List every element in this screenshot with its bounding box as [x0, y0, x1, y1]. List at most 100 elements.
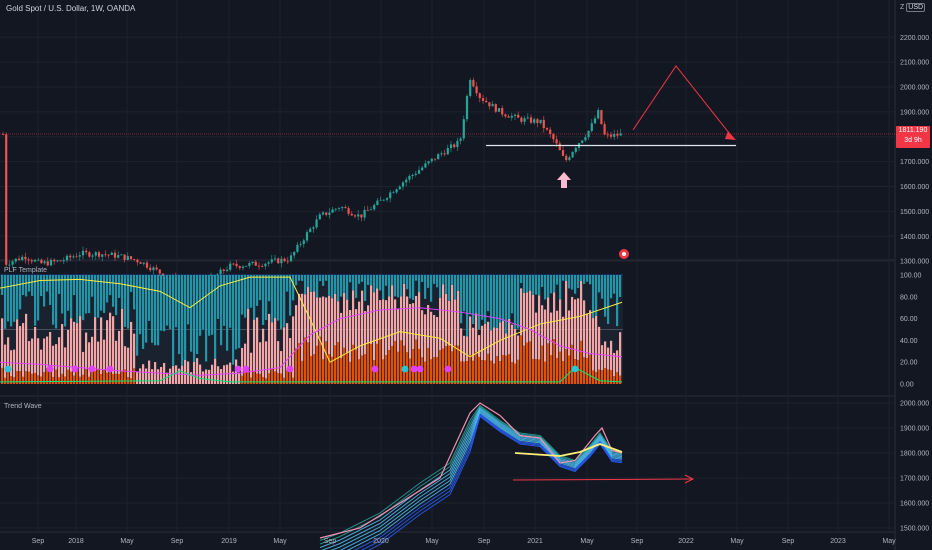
plf-bar-teal: [259, 275, 262, 301]
candle-body: [584, 137, 587, 141]
plf-bar-teal: [448, 275, 451, 301]
plf-bar-teal: [571, 275, 574, 290]
plf-signal-dot: [4, 365, 12, 373]
x-tick-label: May: [273, 538, 287, 545]
plf-bar-orange: [400, 340, 403, 384]
plf-bar-orange: [250, 377, 253, 384]
candle-body: [513, 114, 517, 116]
plf-bar-teal: [34, 275, 37, 326]
plf-bar-pink: [184, 360, 187, 384]
plf-bar-pink: [202, 371, 205, 384]
plf-bar-teal: [592, 275, 595, 319]
plf-bar-orange: [403, 345, 406, 384]
candle-body: [53, 259, 56, 262]
candle-body: [72, 256, 75, 258]
plf-bar-pink: [421, 310, 424, 358]
plf-bar-orange: [460, 361, 463, 384]
plf-bar-pink: [247, 308, 250, 370]
plf-bar-orange: [526, 342, 529, 384]
candle-body: [603, 124, 606, 135]
candle-body: [411, 174, 414, 176]
candle-body: [248, 263, 251, 266]
plf-bar-pink: [478, 335, 481, 357]
candle-body: [78, 255, 81, 257]
plf-bar-orange: [451, 351, 454, 384]
plf-bar-teal: [10, 275, 13, 327]
plf-bar-pink: [541, 305, 544, 346]
candle-body: [267, 262, 270, 264]
plf-bar-pink: [427, 305, 430, 348]
plf-bar-teal: [478, 275, 481, 330]
plf-bar-orange: [505, 355, 508, 384]
plf-bar-orange: [46, 368, 49, 384]
plf-bar-orange: [604, 367, 607, 384]
candle-body: [520, 117, 523, 122]
plf-bar-teal: [490, 275, 493, 331]
candle-body: [555, 139, 558, 144]
currency-selector[interactable]: Z USD: [900, 3, 926, 12]
candle-body: [405, 179, 408, 183]
plf-bar-teal: [7, 275, 10, 322]
plf-bar-orange: [307, 342, 310, 384]
plf-bar-pink: [568, 310, 571, 356]
plf-bar-pink: [364, 311, 367, 355]
plf-bar-pink: [517, 335, 520, 360]
plf-bar-pink: [382, 299, 385, 360]
candle-body: [273, 258, 277, 260]
plf-bar-pink: [151, 369, 154, 384]
plf-bar-teal: [217, 275, 220, 319]
plf-bar-pink: [313, 291, 316, 355]
candle-body: [478, 93, 481, 99]
plf-bar-teal: [271, 275, 274, 323]
plf-bar-pink: [475, 313, 478, 353]
plf-bar-orange: [514, 363, 517, 384]
plf-bar-pink: [337, 301, 340, 343]
plf-signal-dot: [371, 365, 379, 373]
y-tick-label: 2200.000: [900, 35, 929, 42]
plf-bar-pink: [550, 312, 553, 356]
plf-bar-orange: [40, 376, 43, 384]
plf-bar-teal: [127, 275, 130, 329]
plf-bar-teal: [280, 275, 283, 330]
plf-bar-orange: [394, 341, 397, 384]
plf-bar-teal: [49, 275, 52, 305]
plf-signal-dot: [106, 365, 114, 373]
plf-bar-pink: [277, 341, 280, 373]
candle-body: [309, 228, 312, 233]
plf-bar-orange: [64, 376, 67, 384]
plf-bar-pink: [547, 297, 550, 344]
plf-bar-teal: [205, 275, 208, 362]
x-tick-label: May: [120, 538, 134, 545]
trend-wave-band: [346, 412, 623, 550]
candle-body: [1, 134, 5, 136]
plf-bar-teal: [145, 275, 148, 343]
plf-bar-pink: [160, 367, 163, 384]
candle-body: [62, 260, 65, 262]
candle-body: [302, 240, 305, 244]
plf-bar-orange: [28, 371, 31, 384]
plf-yellow-line: [0, 276, 623, 363]
candle-body: [270, 259, 273, 263]
plf-bar-teal: [616, 275, 619, 327]
candle-body: [293, 251, 296, 256]
bar-countdown: 3d 9h: [904, 137, 922, 144]
plf-bar-pink: [481, 325, 484, 361]
plf-bar-orange: [484, 360, 487, 384]
plf-bar-orange: [361, 355, 364, 384]
plf-bar-teal: [28, 275, 31, 292]
plf-bar-orange: [322, 359, 325, 384]
plf-bar-teal: [580, 275, 583, 282]
plf-bar-orange: [331, 356, 334, 384]
plf-bar-pink: [349, 310, 352, 362]
plf-bar-pink: [460, 328, 463, 362]
plf-bar-orange: [430, 359, 433, 384]
candle-body: [142, 262, 145, 264]
plf-bar-teal: [262, 275, 265, 325]
currency-badge[interactable]: USD: [906, 3, 926, 12]
plf-bar-teal: [73, 275, 76, 296]
plf-bar-pink: [565, 281, 568, 350]
plf-bar-teal: [433, 275, 436, 284]
candle-body: [65, 255, 69, 261]
candle-body: [433, 158, 437, 160]
